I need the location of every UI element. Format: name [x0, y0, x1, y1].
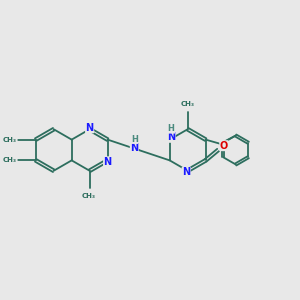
- Text: CH₃: CH₃: [81, 194, 95, 200]
- Text: N: N: [130, 143, 138, 153]
- Text: CH₃: CH₃: [3, 136, 17, 142]
- Text: O: O: [220, 141, 228, 151]
- Text: N: N: [103, 157, 112, 167]
- Text: H: H: [168, 124, 175, 133]
- Text: H: H: [131, 134, 138, 143]
- Text: N: N: [85, 123, 94, 133]
- Text: N: N: [167, 132, 175, 142]
- Text: CH₃: CH₃: [181, 100, 195, 106]
- Text: CH₃: CH₃: [3, 158, 17, 164]
- Text: N: N: [182, 167, 190, 177]
